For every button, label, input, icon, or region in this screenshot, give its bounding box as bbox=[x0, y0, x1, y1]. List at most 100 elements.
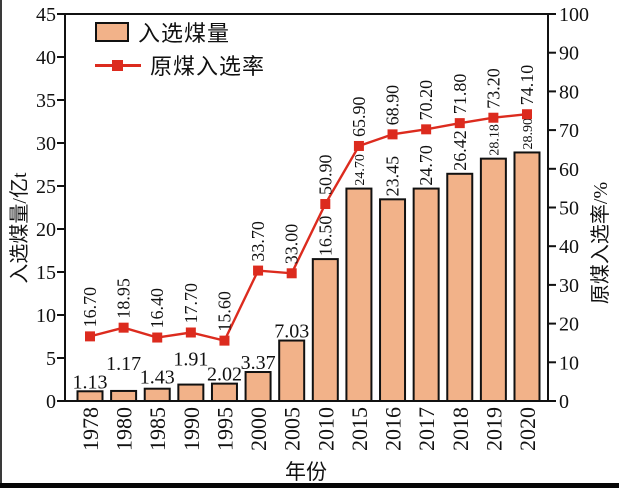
bar-value-label: 23.45 bbox=[383, 156, 403, 197]
bar bbox=[446, 172, 474, 402]
y-axis-tick-label: 30 bbox=[36, 133, 56, 155]
line-value-label: 71.80 bbox=[450, 74, 470, 115]
line-value-label: 68.90 bbox=[383, 85, 403, 126]
x-tick-label: 2016 bbox=[381, 407, 406, 451]
legend-line-swatch-icon bbox=[95, 59, 141, 71]
y-axis-tick-label: 15 bbox=[36, 262, 56, 284]
legend-line-label: 原煤入选率 bbox=[150, 54, 266, 79]
legend-row-line: 原煤入选率 bbox=[95, 54, 265, 79]
bar-value-label: 2.02 bbox=[207, 364, 242, 386]
bar bbox=[244, 371, 272, 403]
x-tick-label: 1980 bbox=[112, 407, 137, 451]
line-value-label: 65.90 bbox=[349, 96, 369, 137]
bar bbox=[210, 382, 238, 402]
line-value-label: 17.70 bbox=[181, 283, 201, 324]
x-tick-label: 2018 bbox=[448, 407, 473, 451]
y2-axis-tick-label: 60 bbox=[559, 159, 579, 181]
y-axis-title-left: 入选煤量/亿t bbox=[9, 172, 31, 284]
legend-bar-label: 入选煤量 bbox=[138, 21, 231, 46]
x-tick-label: 1978 bbox=[78, 407, 103, 451]
bar bbox=[412, 187, 440, 402]
bar bbox=[479, 157, 507, 402]
y-axis-tick-label: 35 bbox=[36, 90, 56, 112]
bar-value-label: 24.70 bbox=[416, 145, 436, 186]
line-value-label: 50.90 bbox=[315, 155, 335, 196]
line-marker bbox=[353, 140, 364, 151]
y-axis-tick-label: 45 bbox=[36, 4, 56, 26]
line-value-label: 16.70 bbox=[80, 287, 100, 328]
y2-axis-tick-label: 50 bbox=[559, 198, 579, 220]
y2-axis-tick-label: 20 bbox=[559, 314, 579, 336]
line-marker bbox=[387, 129, 398, 140]
x-tick-label: 2000 bbox=[246, 407, 271, 451]
y-axis-tick-label: 20 bbox=[36, 219, 56, 241]
bar bbox=[311, 258, 339, 402]
bar-value-label: 1.17 bbox=[106, 353, 141, 375]
legend: 入选煤量 原煤入选率 bbox=[95, 21, 265, 79]
x-tick-label: 2010 bbox=[313, 407, 338, 451]
bar-value-label: 28.18 bbox=[487, 124, 502, 156]
y2-axis-tick-label: 10 bbox=[559, 352, 579, 374]
y2-axis-tick-label: 100 bbox=[559, 4, 589, 26]
x-tick-label: 2005 bbox=[280, 407, 305, 451]
line-value-label: 18.95 bbox=[114, 278, 134, 319]
line-marker bbox=[488, 112, 499, 123]
trend-line bbox=[89, 113, 528, 343]
y2-axis-tick-label: 70 bbox=[559, 120, 579, 142]
x-tick-label: 2019 bbox=[481, 407, 506, 451]
bar-value-label: 1.13 bbox=[73, 371, 108, 393]
frame-edge-left bbox=[0, 0, 2, 488]
bar bbox=[177, 383, 205, 403]
line-value-label: 16.40 bbox=[147, 288, 167, 329]
y2-axis-tick-label: 90 bbox=[559, 43, 579, 65]
bar bbox=[379, 198, 407, 402]
bar bbox=[110, 389, 138, 402]
line-marker bbox=[152, 332, 163, 343]
x-axis-title: 年份 bbox=[285, 460, 327, 484]
bar bbox=[143, 387, 171, 402]
y-axis-tick-label: 40 bbox=[36, 47, 56, 69]
bar-value-label: 16.50 bbox=[315, 216, 335, 257]
y-axis-tick-label: 25 bbox=[36, 176, 56, 198]
x-tick-label: 1995 bbox=[212, 407, 237, 451]
y-axis-tick-label: 10 bbox=[36, 305, 56, 327]
x-tick-label: 2017 bbox=[414, 407, 439, 451]
bar-value-label: 26.42 bbox=[450, 130, 470, 171]
line-value-label: 33.00 bbox=[282, 224, 302, 265]
line-marker bbox=[421, 124, 432, 135]
bar bbox=[513, 151, 541, 402]
bar bbox=[345, 187, 373, 402]
line-marker bbox=[85, 331, 95, 342]
bar-value-label: 1.43 bbox=[140, 367, 175, 389]
line-marker bbox=[118, 322, 129, 333]
legend-row-bar: 入选煤量 bbox=[95, 21, 265, 46]
bar bbox=[278, 339, 306, 402]
line-marker bbox=[454, 118, 465, 129]
line-value-label: 15.60 bbox=[214, 291, 234, 332]
x-tick-label: 2020 bbox=[515, 407, 540, 451]
bar-value-label: 1.91 bbox=[173, 349, 208, 371]
y-axis-title-right: 原煤入选率/% bbox=[590, 181, 612, 305]
line-marker bbox=[286, 268, 297, 279]
y-axis-tick-label: 0 bbox=[46, 391, 56, 413]
line-value-label: 74.10 bbox=[517, 65, 537, 106]
y2-axis-tick-label: 30 bbox=[559, 275, 579, 297]
line-value-label: 33.70 bbox=[248, 221, 268, 262]
bar-value-label: 24.70 bbox=[353, 154, 368, 186]
line-value-label: 73.20 bbox=[483, 68, 503, 109]
line-marker bbox=[320, 199, 331, 210]
line-value-label: 70.20 bbox=[416, 80, 436, 121]
y2-axis-tick-label: 0 bbox=[559, 391, 569, 413]
legend-bar-swatch-icon bbox=[95, 22, 129, 42]
bar-value-label: 3.37 bbox=[241, 352, 276, 374]
bar-value-label: 28.90 bbox=[521, 118, 536, 150]
y-axis-tick-label: 5 bbox=[46, 348, 56, 370]
x-tick-label: 2015 bbox=[347, 407, 372, 451]
line-marker bbox=[521, 109, 532, 120]
y2-axis-tick-label: 80 bbox=[559, 81, 579, 103]
line-marker bbox=[219, 335, 230, 346]
x-tick-label: 1985 bbox=[145, 407, 170, 451]
line-marker bbox=[185, 327, 196, 338]
